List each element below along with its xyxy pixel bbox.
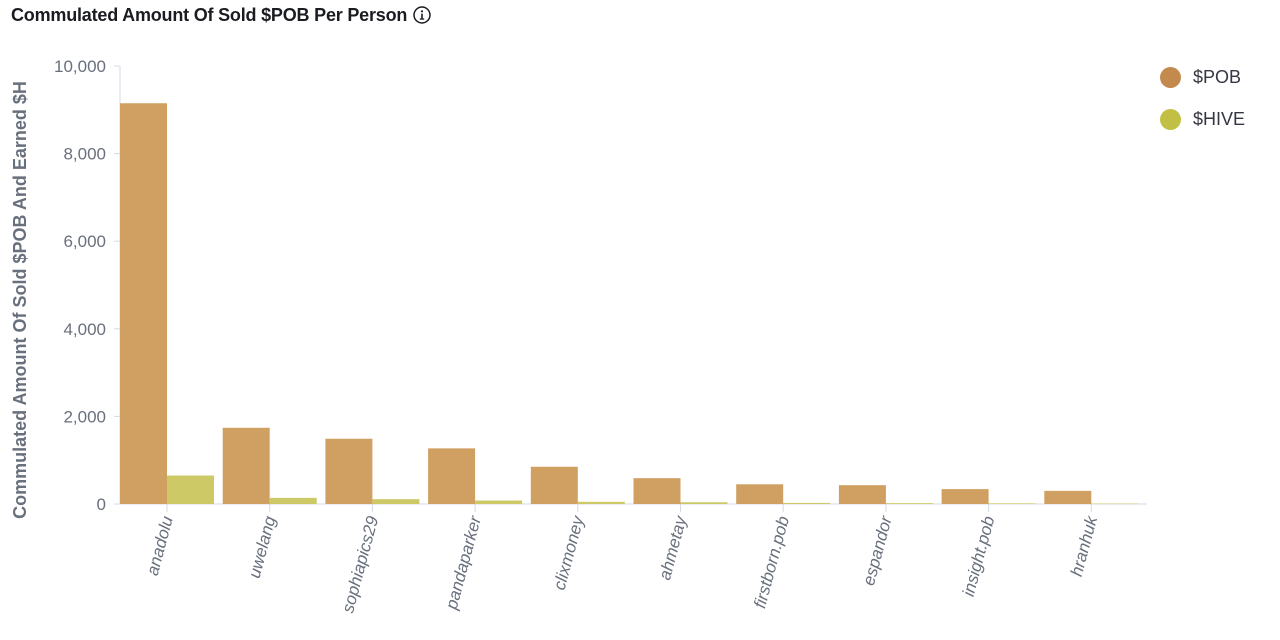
bar-hive [885,503,933,504]
legend-label-hive: $HIVE [1193,108,1246,129]
bar-hive [372,499,420,504]
x-tick-label: firstborn.pob [750,514,793,610]
x-tick-label: espandor [859,513,896,588]
x-tick-label: ahmetay [655,513,691,582]
chart-title-bar: Commulated Amount Of Sold $POB Per Perso… [11,3,431,27]
bar-pob [530,466,578,504]
x-tick-label: clixmoney [550,513,588,592]
x-tick-label: anadolu [143,514,177,578]
x-tick-label: insight.pob [959,514,999,598]
bar-pob [633,478,681,504]
y-tick-label: 8,000 [63,145,106,164]
y-tick-label: 6,000 [63,232,106,251]
bar-hive [167,475,214,504]
x-tick-label: pandaparker [442,513,486,612]
x-tick-label: uwelang [245,514,280,581]
bar-pob [222,427,270,504]
legend: $POB $HIVE [1160,56,1245,140]
chart-title: Commulated Amount Of Sold $POB Per Perso… [11,4,408,25]
bar-hive [475,500,523,504]
bar-pob [428,448,476,504]
legend-swatch-pob [1160,66,1181,88]
bar-hive [269,497,317,504]
bar-pob [1044,490,1092,504]
bar-hive [783,502,831,504]
y-tick-label: 10,000 [54,57,106,76]
y-tick-label: 0 [97,495,106,514]
bar-hive [1091,503,1139,505]
legend-label-pob: $POB [1193,66,1242,87]
legend-item-pob[interactable]: $POB [1160,56,1245,98]
info-circle-icon[interactable] [413,6,431,24]
legend-swatch-hive [1160,108,1181,130]
bar-hive [680,502,728,504]
bar-hive [577,501,625,504]
y-axis-title: Commulated Amount Of Sold $POB And Earne… [10,81,30,519]
x-tick-label: sophiapics29 [338,514,382,615]
bar-pob [120,103,167,504]
bar-pob [941,489,989,504]
y-tick-label: 4,000 [63,320,106,339]
bar-pob [838,485,886,504]
bar-pob [325,438,373,504]
bar-pob [736,484,784,504]
bar-hive [988,503,1036,504]
x-tick-label: hranhuk [1067,513,1102,579]
y-tick-label: 2,000 [63,407,106,426]
legend-item-hive[interactable]: $HIVE [1160,98,1245,140]
